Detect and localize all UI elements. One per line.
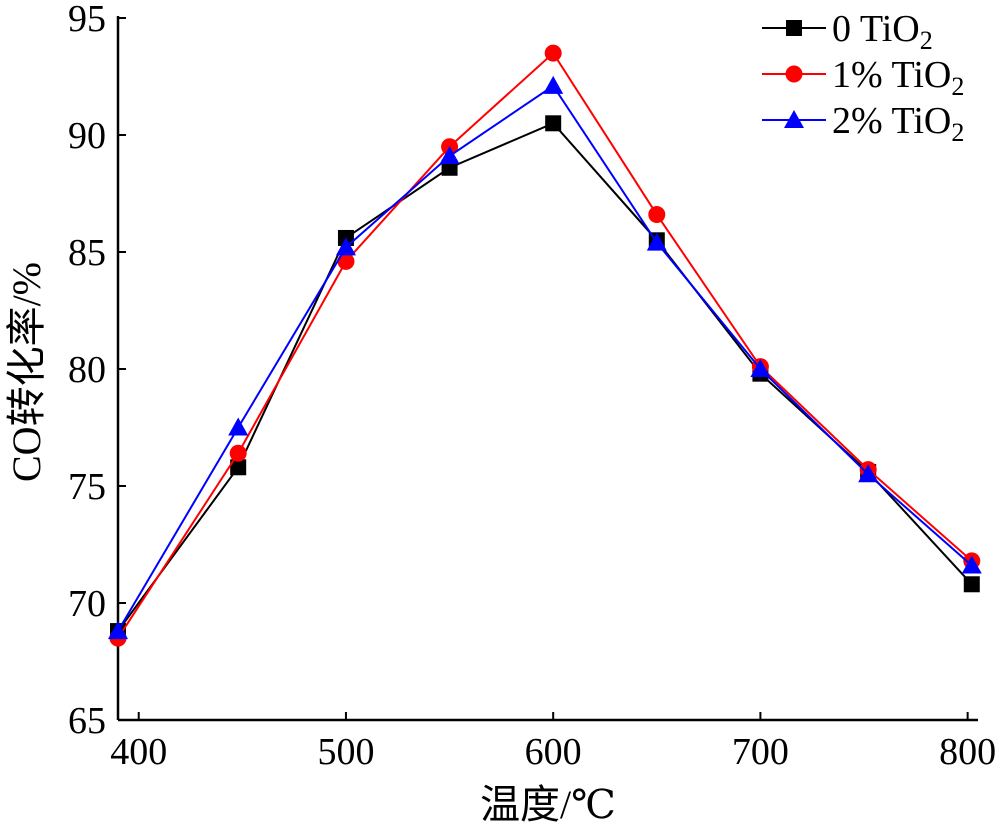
data-point [963, 576, 980, 593]
x-tick-label: 400 [110, 731, 167, 773]
y-tick-label: 80 [68, 349, 106, 391]
legend-marker [784, 110, 804, 128]
series-2 [108, 75, 982, 640]
legend-item: 0 TiO2 [762, 8, 933, 55]
legend-marker [785, 65, 803, 83]
y-ticks: 65 70 75 80 85 90 95 [68, 0, 126, 742]
x-axis-label: 温度/℃ [480, 782, 616, 827]
series-line [117, 84, 973, 632]
series-0 [110, 115, 980, 640]
y-tick-label: 65 [68, 700, 106, 742]
y-tick-label: 85 [68, 232, 106, 274]
series-1 [109, 44, 981, 647]
data-point [337, 252, 355, 270]
legend-label: 0 TiO2 [832, 8, 933, 55]
legend-label: 2% TiO2 [832, 100, 964, 147]
series-line [117, 122, 973, 632]
y-tick-label: 70 [68, 583, 106, 625]
data-point [545, 115, 562, 132]
y-tick-label: 75 [68, 466, 106, 508]
data-point [108, 621, 128, 640]
series-layer [108, 44, 982, 647]
data-point [229, 444, 247, 462]
legend-marker [786, 20, 802, 36]
y-axis-label: CO转化率/% [4, 262, 49, 482]
data-point [228, 417, 249, 436]
data-point [543, 75, 564, 94]
y-tick-label: 90 [68, 115, 106, 157]
data-point [439, 146, 460, 165]
legend-label: 1% TiO2 [832, 54, 964, 101]
x-tick-label: 600 [525, 731, 582, 773]
data-point [335, 237, 356, 256]
y-tick-label: 95 [68, 0, 106, 40]
data-point [750, 359, 771, 377]
data-point [858, 464, 879, 483]
data-point [544, 44, 562, 62]
x-tick-label: 500 [317, 731, 374, 773]
legend-item: 1% TiO2 [762, 54, 964, 101]
data-point [230, 459, 247, 476]
data-point [961, 555, 982, 574]
data-point [648, 206, 666, 224]
legend-item: 2% TiO2 [762, 100, 964, 147]
x-tick-label: 800 [939, 731, 996, 773]
x-tick-label: 700 [732, 731, 789, 773]
data-point [646, 232, 667, 251]
x-ticks: 400 500 600 700 800 [110, 712, 996, 773]
